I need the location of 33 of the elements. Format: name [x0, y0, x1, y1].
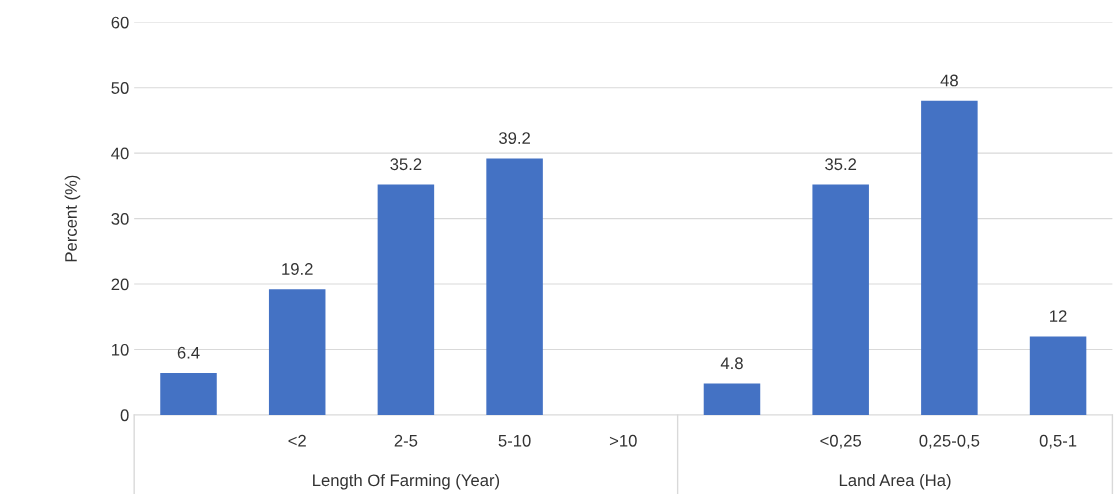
y-tick-label: 60 — [111, 16, 129, 29]
text: Length Of Farming (Year) — [313, 473, 500, 490]
data-label: 4.8 — [720, 357, 743, 370]
x-tick-label: >10 — [609, 434, 637, 447]
x-tick-label: 0,5-1 — [1039, 434, 1077, 449]
y-tick-label: 40 — [111, 147, 129, 160]
x-tick-label: 2-5 — [394, 434, 418, 447]
bar — [812, 184, 869, 415]
y-tick-label: 30 — [111, 213, 129, 225]
data-label: 35.2 — [825, 158, 857, 171]
bar — [486, 158, 543, 415]
data-label: 39.2 — [499, 132, 530, 144]
x-tick-label: 0,25-0,5 — [919, 434, 980, 449]
y-tick-label: 50 — [111, 82, 129, 94]
x-tick-label: <2 — [288, 434, 306, 447]
text: Land Area (Ha) — [839, 473, 951, 490]
data-label: 35.2 — [390, 158, 422, 171]
bar — [377, 184, 435, 415]
y-axis-title: Percent (%) — [64, 175, 81, 262]
y-tick-label: 10 — [112, 343, 129, 356]
x-tick-label: <0,25 — [820, 434, 862, 449]
x-tick-label: 5-10 — [498, 434, 531, 447]
data-label: 48 — [940, 74, 958, 87]
data-label: 12 — [1050, 310, 1067, 322]
bar — [268, 289, 326, 415]
bar — [921, 100, 978, 415]
y-tick-label: 20 — [111, 278, 129, 291]
bar — [160, 373, 217, 415]
bar — [1029, 336, 1087, 415]
data-label: 6.4 — [177, 346, 200, 359]
y-tick-label: 0 — [120, 409, 129, 422]
data-label: 19.2 — [282, 263, 313, 275]
bar — [703, 383, 761, 415]
